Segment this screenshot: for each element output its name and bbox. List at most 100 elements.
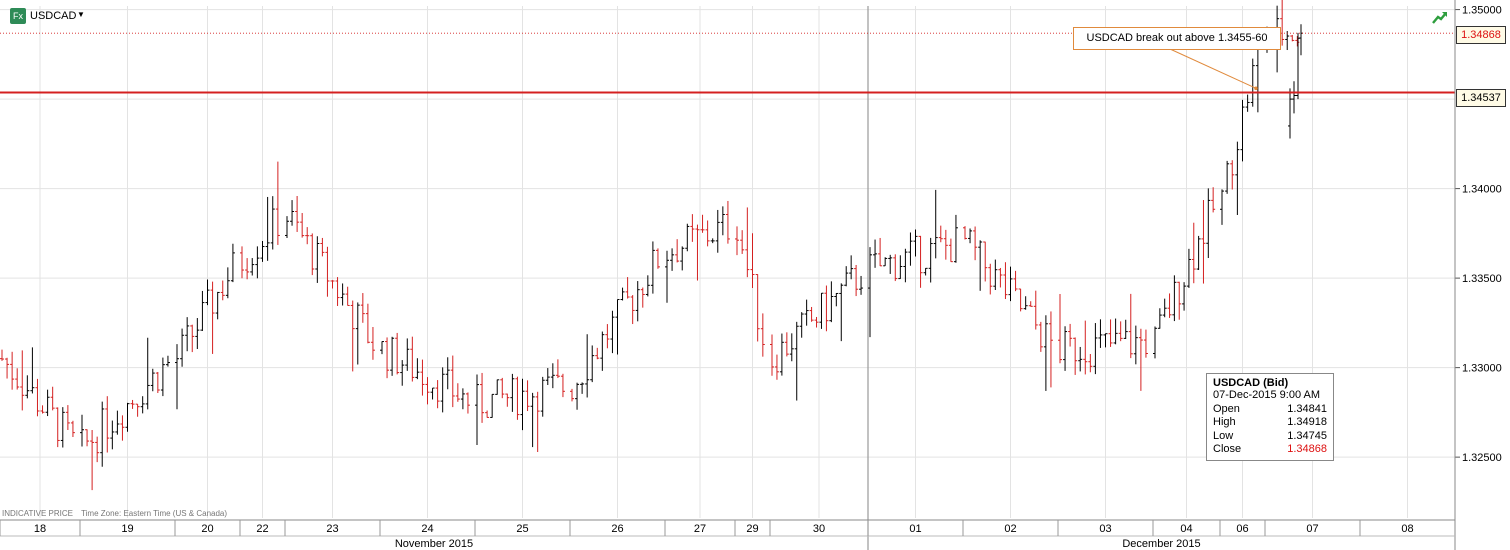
ohlc-bar [5, 357, 10, 379]
ohlc-bar [205, 279, 210, 306]
ohlc-bar [465, 392, 470, 414]
ohlc-bars [0, 0, 1303, 491]
ohlc-row-low: Low 1.34745 [1213, 429, 1327, 442]
ohlc-bar [130, 399, 135, 409]
ohlc-bar [1162, 298, 1167, 318]
ohlc-bar [320, 237, 325, 257]
ohlc-bar [1128, 293, 1133, 359]
ohlc-bar [789, 333, 794, 362]
ohlc-bar [923, 267, 928, 276]
y-tick-label: 1.34000 [1462, 184, 1502, 196]
ohlc-bar [20, 350, 25, 411]
y-tick-label: 1.33000 [1462, 363, 1502, 375]
ohlc-bar [325, 246, 330, 297]
ohlc-bar [510, 373, 515, 412]
ohlc-bar [1201, 200, 1206, 284]
ohlc-bar [415, 358, 420, 380]
breakout-annotation[interactable]: USDCAD break out above 1.3455-60 [1073, 27, 1281, 50]
ohlc-bar [500, 377, 505, 399]
ohlc-bar [675, 239, 680, 263]
ohlc-bar [983, 241, 988, 282]
ohlc-bar [605, 324, 610, 349]
ohlc-bar [315, 236, 320, 283]
ohlc-bar [1058, 293, 1062, 364]
x-tick-label: 08 [1401, 523, 1413, 535]
trend-up-icon[interactable] [1432, 10, 1448, 24]
ohlc-bar [1167, 293, 1172, 318]
annotation-pointer [1169, 48, 1257, 89]
ohlc-bar [893, 254, 898, 282]
y-tick-label: 1.35000 [1462, 5, 1502, 17]
ohlc-bar [725, 200, 730, 244]
ohlc-bar [1172, 275, 1177, 322]
ohlc-bar [155, 371, 160, 394]
ohlc-bar [290, 200, 295, 226]
ohlc-bar [310, 233, 315, 276]
ohlc-bar [814, 316, 819, 328]
chevron-down-icon[interactable]: ▼ [77, 10, 85, 19]
x-tick-label: 18 [34, 523, 46, 535]
ohlc-bar [978, 240, 983, 291]
ohlc-bar [215, 291, 220, 320]
ohlc-bar [545, 368, 550, 386]
ohlc-bar [275, 161, 280, 245]
ohlc-bar [495, 379, 500, 395]
ohlc-bar [285, 216, 289, 239]
x-tick-label: 25 [516, 523, 528, 535]
ohlc-bar [760, 313, 765, 357]
ohlc-bar [819, 292, 824, 329]
ohlc-bar [10, 351, 15, 390]
ohlc-bar [350, 300, 355, 372]
ohlc-bar [1285, 31, 1290, 51]
ohlc-bar [809, 306, 814, 322]
x-tick-label: 23 [326, 523, 338, 535]
ohlc-bar [735, 226, 739, 256]
ohlc-bar [55, 407, 60, 448]
ohlc-bar [160, 357, 165, 397]
ohlc-bar [575, 382, 580, 410]
x-tick-label: 20 [201, 523, 213, 535]
ohlc-bar [635, 281, 640, 322]
ohlc-bar [555, 359, 560, 379]
ohlc-bar [385, 337, 390, 379]
ohlc-bar [345, 286, 350, 306]
ohlc-bar [610, 310, 615, 354]
timezone-label: Time Zone: Eastern Time (US & Canada) [81, 509, 228, 518]
ohlc-row-high: High 1.34918 [1213, 416, 1327, 428]
chart-footer: INDICATIVE PRICE Time Zone: Eastern Time… [2, 509, 233, 518]
annotation-pointer-dot [1254, 86, 1258, 91]
ohlc-bar [794, 321, 799, 401]
ohlc-bar [878, 237, 883, 267]
ohlc-bar [335, 277, 340, 306]
ohlc-bar [1143, 329, 1148, 358]
ohlc-bar [295, 195, 300, 232]
ohlc-bar [620, 287, 625, 301]
ohlc-bar [615, 299, 620, 355]
ohlc-bar [1153, 326, 1157, 359]
ohlc-bar [400, 360, 405, 386]
ohlc-bar [993, 259, 998, 291]
y-tick-label: 1.32500 [1462, 452, 1502, 464]
ohlc-bar [185, 317, 190, 352]
ohlc-bar [1038, 321, 1043, 352]
y-tick-label: 1.33500 [1462, 273, 1502, 285]
ohlc-bar [475, 374, 479, 445]
symbol-name[interactable]: USDCAD [30, 10, 77, 22]
ohlc-bar [670, 248, 675, 271]
ohlc-bar [60, 407, 65, 448]
ohlc-bar [445, 357, 450, 390]
ohlc-bar [550, 363, 555, 389]
x-tick-label: 24 [421, 523, 433, 535]
ohlc-bar [265, 196, 270, 261]
ohlc-bar [80, 414, 84, 447]
ohlc-bar [190, 324, 195, 353]
month-label: December 2015 [1122, 538, 1200, 550]
ohlc-bar [1225, 160, 1230, 194]
ohlc-bar [933, 189, 938, 259]
ohlc-bar [928, 237, 933, 283]
ohlc-bar [1093, 323, 1098, 375]
ohlc-bar [938, 225, 943, 243]
ohlc-bar [25, 375, 30, 399]
ohlc-bar [1250, 58, 1255, 107]
